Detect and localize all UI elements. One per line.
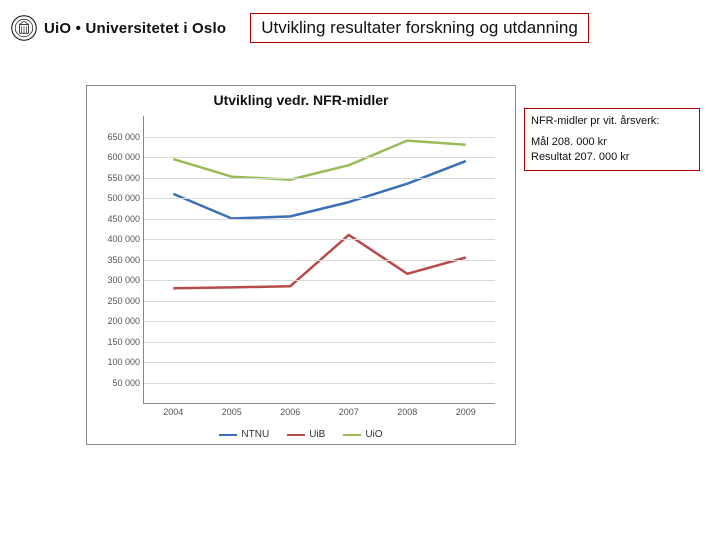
chart-ytick: 450 000: [107, 214, 140, 224]
legend-label: UiO: [365, 429, 382, 440]
legend-label: UiB: [309, 429, 325, 440]
chart-title: Utvikling vedr. NFR-midler: [87, 92, 515, 108]
chart-ytick: 250 000: [107, 296, 140, 306]
page-title: Utvikling resultater forskning og utdann…: [250, 13, 589, 43]
info-line-1: NFR-midler pr vit. årsverk:: [531, 114, 693, 129]
chart-gridline: [144, 198, 495, 199]
chart-gridline: [144, 137, 495, 138]
uio-logo: UiO • Universitetet i Oslo: [10, 14, 226, 42]
uio-seal-icon: [10, 14, 38, 42]
chart-gridline: [144, 280, 495, 281]
chart-ytick: 500 000: [107, 193, 140, 203]
legend-item-uib: UiB: [287, 429, 325, 440]
chart-gridline: [144, 301, 495, 302]
logo-full-name: Universitetet i Oslo: [85, 20, 226, 37]
legend-swatch: [343, 434, 361, 436]
chart-ytick: 350 000: [107, 255, 140, 265]
chart-gridline: [144, 362, 495, 363]
chart-legend: NTNU UiB UiO: [87, 429, 515, 440]
chart-xtick: 2009: [456, 407, 476, 417]
chart-ytick: 200 000: [107, 316, 140, 326]
info-line-2: Mål 208. 000 kr: [531, 135, 693, 150]
chart-xtick: 2007: [339, 407, 359, 417]
logo-abbrev: UiO: [44, 20, 71, 37]
chart-gridline: [144, 178, 495, 179]
chart-ytick: 50 000: [112, 378, 140, 388]
chart-plot-area: 50 000100 000150 000200 000250 000300 00…: [143, 116, 495, 404]
chart-gridline: [144, 239, 495, 240]
nfr-chart: Utvikling vedr. NFR-midler 50 000100 000…: [86, 85, 516, 445]
series-ntnu: [173, 161, 466, 218]
info-line-3: Resultat 207. 000 kr: [531, 150, 693, 165]
chart-ytick: 300 000: [107, 275, 140, 285]
legend-label: NTNU: [241, 429, 269, 440]
chart-ytick: 400 000: [107, 234, 140, 244]
info-box: NFR-midler pr vit. årsverk: Mål 208. 000…: [524, 108, 700, 171]
chart-xtick: 2004: [163, 407, 183, 417]
chart-gridline: [144, 383, 495, 384]
chart-gridline: [144, 260, 495, 261]
chart-ytick: 650 000: [107, 132, 140, 142]
logo-separator: •: [76, 20, 86, 37]
chart-gridline: [144, 219, 495, 220]
chart-ytick: 550 000: [107, 173, 140, 183]
chart-ytick: 150 000: [107, 337, 140, 347]
legend-swatch: [287, 434, 305, 436]
chart-gridline: [144, 342, 495, 343]
logo-text: UiO • Universitetet i Oslo: [44, 20, 226, 37]
chart-xtick: 2008: [397, 407, 417, 417]
legend-swatch: [219, 434, 237, 436]
series-uio: [173, 141, 466, 180]
chart-ytick: 100 000: [107, 357, 140, 367]
chart-xtick: 2006: [280, 407, 300, 417]
chart-gridline: [144, 157, 495, 158]
chart-gridline: [144, 321, 495, 322]
chart-ytick: 600 000: [107, 152, 140, 162]
chart-xtick: 2005: [222, 407, 242, 417]
legend-item-ntnu: NTNU: [219, 429, 269, 440]
legend-item-uio: UiO: [343, 429, 382, 440]
